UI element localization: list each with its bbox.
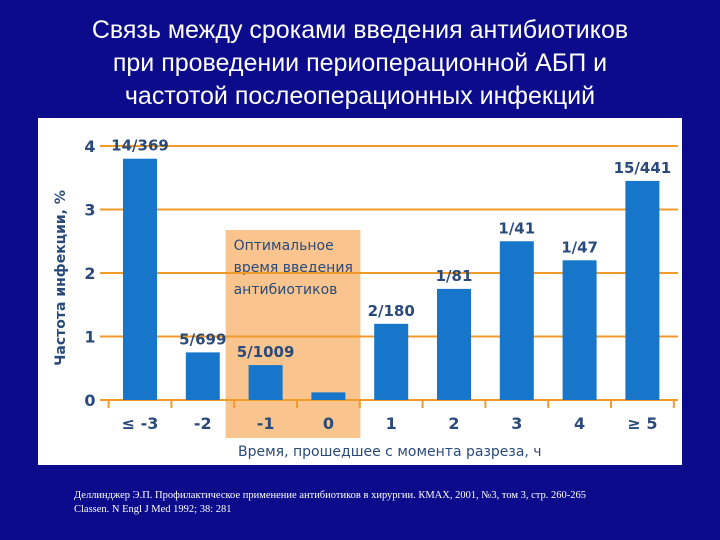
bar (499, 241, 534, 400)
data-label: 15/441 (614, 159, 672, 177)
title-line-1: Связь между сроками введения антибиотико… (91, 16, 629, 44)
title-line-2: при проведении периоперационной АБП и (112, 49, 608, 77)
bar (185, 352, 220, 400)
data-label: 5/1009 (237, 343, 295, 361)
y-tick-label: 1 (84, 328, 95, 347)
highlight-text-line: Оптимальное (234, 238, 334, 254)
data-label: 2/180 (368, 302, 415, 320)
slide-title: Связь между сроками введения антибиотико… (0, 14, 720, 113)
bar (248, 365, 283, 400)
x-tick-label: 2 (448, 414, 459, 433)
data-label: 14/369 (111, 137, 169, 155)
y-tick-label: 3 (84, 201, 95, 220)
x-tick-label: 1 (386, 414, 397, 433)
y-tick-label: 0 (84, 391, 95, 410)
chart-panel: Оптимальное время введения антибиотиков 0 1 2… (38, 118, 682, 465)
x-tick-label: -1 (257, 414, 275, 433)
y-axis-title: Частота инфекции, % (53, 190, 69, 366)
data-label: 1/47 (561, 238, 598, 256)
data-label: 5/699 (179, 330, 226, 348)
bar (625, 180, 660, 400)
x-tick-label: ≥ 5 (627, 414, 657, 433)
x-tick-label: -2 (194, 414, 212, 433)
references: Деллинджер Э.П. Профилактическое примене… (74, 489, 704, 517)
highlight-region (225, 230, 361, 438)
x-tick-label: 3 (511, 414, 522, 433)
reference-2: Classen. N Engl J Med 1992; 38: 281 (74, 504, 232, 515)
x-tick-label: 0 (323, 414, 334, 433)
bar (123, 158, 157, 400)
title-line-3: частотой послеоперационных инфекций (124, 82, 596, 110)
bar (311, 392, 346, 400)
highlight-text-line: антибиотиков (234, 282, 338, 298)
reference-1: Деллинджер Э.П. Профилактическое примене… (74, 490, 587, 501)
x-tick-label: ≤ -3 (122, 414, 159, 433)
bar (374, 323, 409, 400)
x-tick-label: 4 (574, 414, 585, 433)
data-label: 1/41 (498, 219, 535, 237)
bar (437, 288, 471, 400)
y-tick-label: 2 (84, 264, 95, 283)
bar (562, 260, 597, 400)
x-axis-title: Время, прошедшее с момента разреза, ч (238, 444, 542, 460)
data-label: 1/81 (436, 267, 473, 285)
y-tick-label: 4 (84, 137, 95, 156)
